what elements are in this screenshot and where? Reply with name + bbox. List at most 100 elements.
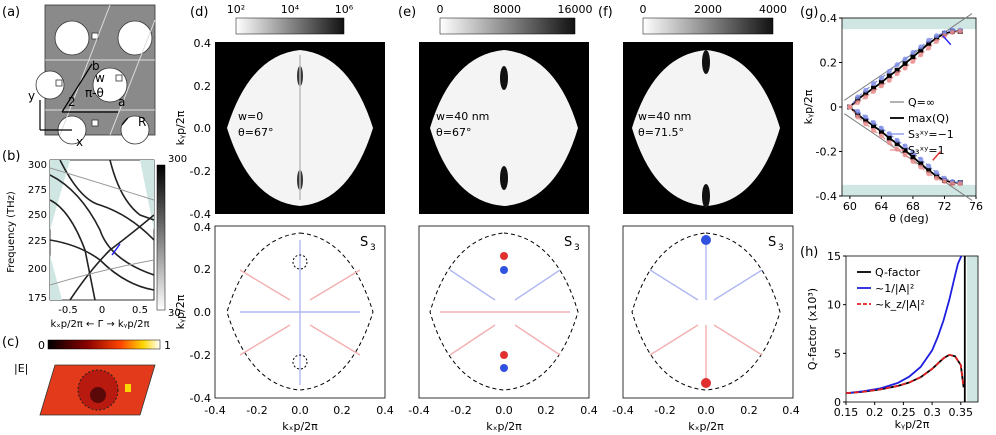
lattice-label-2: 2 — [68, 95, 76, 109]
axis-label-x: x — [76, 135, 83, 149]
data-point — [918, 47, 924, 53]
lattice-label-w: w — [95, 71, 105, 85]
data-point — [957, 181, 963, 187]
data-point — [902, 147, 908, 153]
data-point — [918, 44, 924, 50]
cbar-tick-f: 2000 — [694, 3, 722, 16]
data-point — [871, 123, 877, 129]
data-point — [855, 100, 861, 106]
map-f-param: w=40 nm — [638, 110, 691, 123]
field-cbar-tick: 1 — [164, 339, 171, 352]
map-ytick: 0.2 — [194, 80, 212, 93]
map-axes: 0.4 0.2 0.0 -0.2 -0.4 0.4 0.2 0.0 -0.2 -… — [174, 37, 800, 433]
q-maps: 10² 10⁴ 10⁶ 0 8000 16000 0 2000 4000 Q w… — [215, 3, 793, 214]
map-f-s3-sub: 3 — [778, 243, 784, 253]
data-point — [894, 71, 900, 77]
legend-label: max(Q) — [908, 112, 949, 125]
panel-label-f: (f) — [598, 5, 613, 20]
chart-h: 0.15 0.2 0.25 0.3 0.35 0 5 10 15 kᵧp/2π Q-factor (… — [806, 250, 979, 431]
legend-label: S₃ˣʸ=−1 — [908, 128, 954, 141]
x-tick-label: 76 — [969, 200, 983, 213]
map-f-tag: Q — [775, 46, 784, 60]
lattice-label-b: b — [92, 59, 100, 73]
legend-label: ~k_z/|A|² — [875, 298, 925, 311]
panel-label-d: (d) — [190, 5, 208, 20]
map-xtick: -0.4 — [204, 404, 225, 417]
map-xtick: 0.4 — [782, 404, 800, 417]
band-ylabel: Frequency (THz) — [6, 191, 17, 273]
annotation-arrow-blue — [942, 35, 952, 46]
data-point — [902, 152, 908, 158]
shaded-band-bottom — [842, 184, 976, 196]
map-d-param: w=0 — [238, 110, 263, 123]
map-f-s3-tag: S — [768, 235, 776, 250]
band-xlabel: kₓp/2π ← Γ → kᵧp/2π — [51, 319, 150, 330]
band-ytick: 250 — [28, 210, 47, 221]
data-point — [910, 150, 916, 156]
data-point — [855, 108, 861, 114]
field-cbar-tick: 0 — [38, 339, 45, 352]
y-tick-label: 15 — [827, 250, 841, 263]
band-colorbar — [156, 164, 166, 311]
data-point — [934, 38, 940, 44]
data-point — [934, 175, 940, 181]
band-cbar-tick: 30 — [168, 308, 181, 319]
data-point — [894, 62, 900, 68]
map-xtick: 0.2 — [740, 404, 758, 417]
y-tick-label: 10 — [827, 299, 841, 312]
axis-label-y: y — [28, 89, 35, 103]
data-point — [886, 68, 892, 74]
map-ytick: 0.0 — [194, 122, 212, 135]
data-point — [871, 85, 877, 91]
y-tick-label: 5 — [834, 347, 841, 360]
data-point — [871, 88, 877, 94]
annotation-arrow-red — [932, 151, 942, 161]
panel-label-g: (g) — [800, 5, 818, 20]
x-tick-label: 0.3 — [923, 406, 941, 419]
data-point — [902, 65, 908, 71]
band-xtick: 0.5 — [132, 305, 148, 316]
map-xtick: 0.4 — [376, 404, 394, 417]
data-point — [902, 143, 908, 149]
data-point — [926, 163, 932, 169]
y-tick-label: 0.4 — [820, 12, 838, 25]
map-f-param: θ=71.5° — [638, 126, 684, 139]
x-tick-label: 0.15 — [834, 406, 859, 419]
data-point — [918, 156, 924, 162]
data-point — [926, 167, 932, 173]
data-point — [934, 170, 940, 176]
cbar-tick-e: 8000 — [493, 3, 521, 16]
map-xtick: 0.0 — [495, 404, 513, 417]
panel-label-c: (c) — [2, 335, 19, 350]
colorbar-e — [439, 17, 576, 35]
data-point — [941, 179, 947, 185]
data-point — [886, 73, 892, 79]
lattice-label-R: R — [138, 115, 146, 129]
map-ytick: 0.4 — [194, 221, 212, 234]
legend-label: Q-factor — [875, 266, 921, 279]
band-ytick: 175 — [28, 293, 47, 304]
band-xtick: -0.5 — [58, 305, 78, 316]
chart-g: 60 64 68 72 76 0.4 0.2 0 -0.2 -0.4 θ (deg) kᵧp/2π Q=… — [802, 12, 983, 225]
legend-label: Q=∞ — [908, 96, 935, 109]
band-ytick: 225 — [28, 236, 47, 247]
map-d-tag: Q — [366, 46, 375, 60]
band-xtick: 0 — [99, 305, 105, 316]
map-xtick: 0.0 — [697, 404, 715, 417]
data-point — [910, 54, 916, 60]
map-xtick: -0.2 — [246, 404, 267, 417]
panel-label-a: (a) — [2, 5, 20, 20]
data-point — [934, 33, 940, 39]
data-point — [886, 77, 892, 83]
map-xtick: -0.2 — [450, 404, 471, 417]
data-point — [863, 114, 869, 120]
map-e-s3-tag: S — [564, 235, 572, 250]
colorbar-f — [642, 17, 774, 35]
data-point — [910, 159, 916, 165]
x-tick-label: 0.25 — [891, 406, 916, 419]
y-axis-label: kᵧp/2π — [802, 89, 815, 124]
field-colorbar — [47, 339, 161, 350]
series-line — [845, 255, 963, 395]
shaded-band-top — [842, 18, 976, 30]
panel-label-e: (e) — [398, 5, 416, 20]
